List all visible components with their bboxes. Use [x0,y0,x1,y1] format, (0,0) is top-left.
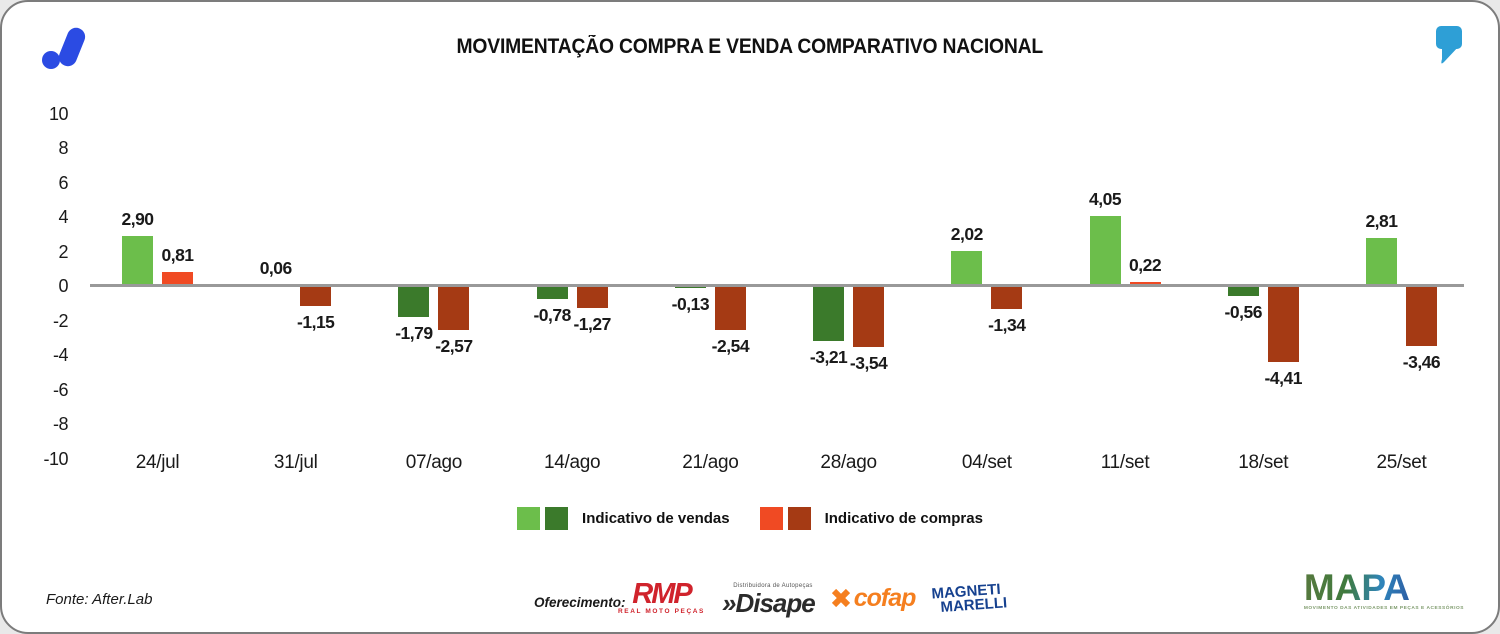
mapa-logo-subtext: MOVIMENTO DAS ATIVIDADES EM PEÇAS E ACES… [1303,606,1464,611]
y-axis-tick-label: -2 [52,310,69,331]
bar-value-label: 0,06 [259,257,293,278]
bar-vendas-21/ago [674,286,706,289]
bar-value-label: -2,54 [711,335,750,356]
bar-value-label: -1,15 [297,311,335,332]
bar-compras-21/ago [714,286,746,330]
y-axis-tick-label: 6 [58,172,68,193]
legend: Indicativo de vendas Indicativo de compr… [2,507,1498,530]
bar-vendas-28/ago [813,286,845,342]
afterlab-logo-icon [42,27,86,69]
page-title: MOVIMENTAÇÃO COMPRA E VENDA COMPARATIVO … [456,35,1044,58]
magneti-line2: MARELLI [940,593,1009,616]
legend-swatch-compras-negative [787,507,811,530]
bar-compras-18/set [1267,286,1299,363]
rmp-logo-subtext: REAL MOTO PEÇAS [618,608,705,615]
bar-vendas-14/ago [536,286,568,300]
disape-logo-text: »Disape [721,587,816,618]
legend-label-compras: Indicativo de compras [824,510,983,527]
legend-swatch-vendas-negative [545,507,569,530]
bar-value-label: -1,34 [988,315,1026,336]
y-axis-tick-label: -6 [52,379,69,400]
rmp-logo: RMP REAL MOTO PEÇAS [618,578,705,616]
y-axis-tick-label: -8 [52,414,69,434]
bar-vendas-24/jul [122,235,153,286]
legend-item-vendas: Indicativo de vendas [517,507,730,530]
mapa-logo: MAPA MOVIMENTO DAS ATIVIDADES EM PEÇAS E… [1304,569,1464,611]
bar-vendas-11/set [1089,216,1121,286]
zero-baseline [90,284,1464,287]
bar-value-label: -3,21 [809,347,848,368]
bar-value-label: -4,41 [1264,368,1303,389]
bar-vendas-25/set [1365,237,1397,286]
y-axis-tick-label: 4 [58,207,68,227]
y-axis-tick-label: 2 [58,241,68,262]
x-axis-label: 18/set [1238,452,1289,473]
bar-value-label: -1,27 [573,313,611,334]
x-axis-label: 24/jul [135,452,180,473]
y-axis-tick-label: 10 [48,103,69,124]
bar-value-label: -3,46 [1402,351,1441,372]
bar-value-label: -0,13 [671,294,710,315]
y-axis-tick-label: 0 [58,276,68,296]
bar-compras-14/ago [576,286,608,308]
bar-vendas-07/ago [398,286,430,317]
sponsor-logos: RMP REAL MOTO PEÇAS Distribuidora de Aut… [618,570,1009,626]
x-axis-label: 04/set [961,452,1012,473]
bar-value-label: 0,81 [161,245,194,266]
magneti-marelli-logo: MAGNETI MARELLI [931,580,1009,616]
legend-swatch-compras-positive [759,507,783,530]
rmp-logo-text: RMP [632,578,692,610]
cofap-logo-text: cofap [853,583,917,612]
bar-vendas-18/set [1227,286,1259,296]
bar-value-label: 2,81 [1365,210,1398,231]
sponsorship-label: Oferecimento: [534,595,626,610]
y-axis-tick-label: -10 [43,448,68,469]
bar-value-label: -1,79 [395,322,433,343]
disape-logo: Distribuidora de Autopeças »Disape [721,581,816,618]
x-axis-label: 28/ago [820,452,877,473]
disape-logo-subtext: Distribuidora de Autopeças [733,582,813,589]
x-axis-label: 07/ago [405,452,463,473]
quote-mark-icon [1436,26,1462,64]
bar-compras-04/set [991,286,1023,310]
cofap-logo: cofap [831,583,917,613]
mapa-logo-text: MAPA [1303,567,1411,608]
bar-value-label: -2,57 [435,336,473,357]
bar-compras-28/ago [853,286,885,348]
x-axis-label: 14/ago [543,452,601,473]
bar-vendas-04/set [951,251,983,286]
x-axis-label: 21/ago [682,452,739,473]
x-axis-label: 25/set [1376,452,1427,473]
x-axis-label: 31/jul [273,452,318,473]
legend-swatch-vendas-positive [517,507,541,530]
bar-value-label: -0,78 [533,305,571,326]
bar-compras-24/jul [162,272,193,286]
bar-value-label: 2,90 [121,208,154,229]
bar-value-label: 0,22 [1129,255,1162,276]
bar-compras-25/set [1405,286,1437,346]
bar-compras-31/jul [300,286,332,306]
legend-label-vendas: Indicativo de vendas [582,510,730,527]
x-axis-label: 11/set [1100,452,1150,473]
bar-value-label: -0,56 [1224,301,1263,322]
bar-compras-07/ago [438,286,470,331]
cofap-x-icon [831,589,850,607]
bar-value-label: 2,02 [950,224,984,245]
y-axis-tick-label: -4 [52,345,69,365]
legend-item-compras: Indicativo de compras [759,507,983,530]
source-note: Fonte: After.Lab [46,591,153,608]
bar-value-label: -3,54 [849,353,888,374]
y-axis-tick-label: 8 [58,138,68,158]
bar-value-label: 4,05 [1089,189,1122,210]
